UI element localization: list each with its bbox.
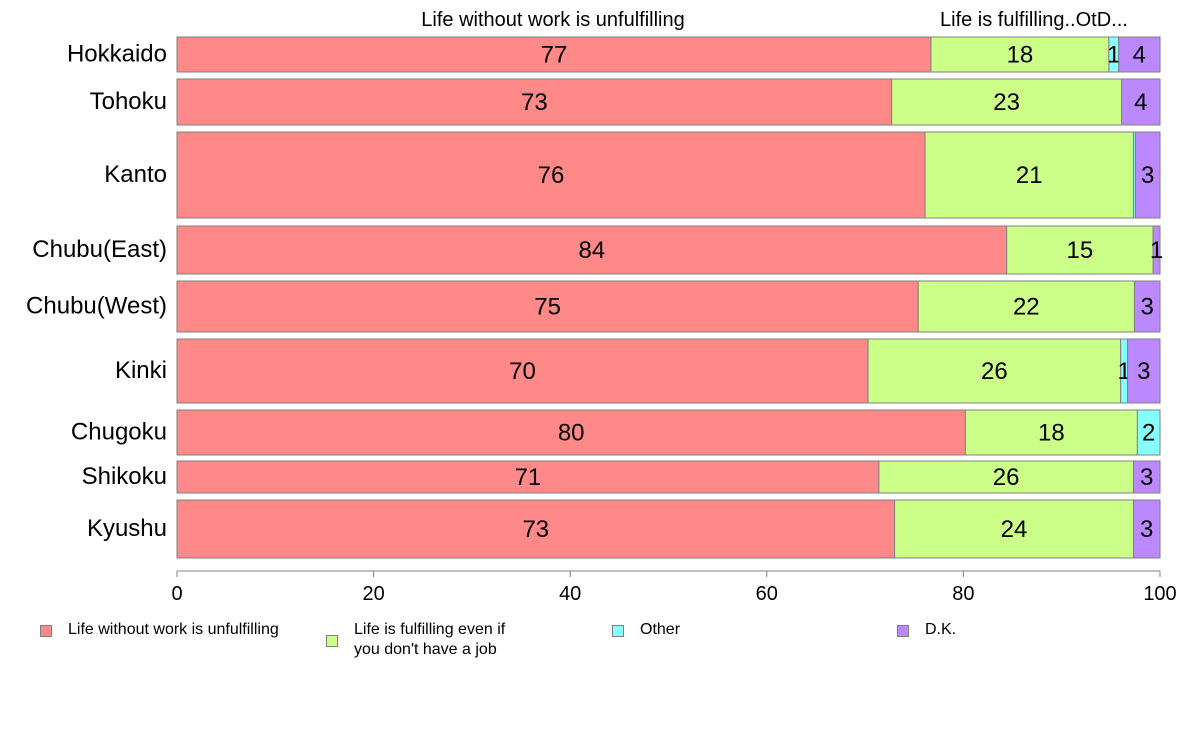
legend-label-fulfilling: Life is fulfilling even if you don't hav… <box>354 621 506 658</box>
data-label: 4 <box>1133 42 1146 69</box>
data-label: 84 <box>578 237 605 264</box>
data-label: 80 <box>558 420 585 447</box>
legend-label-other: Other <box>640 621 681 638</box>
legend-item-other: Other <box>612 620 680 640</box>
data-label: 1 <box>1107 42 1120 69</box>
data-label: 3 <box>1140 516 1153 543</box>
bar-row-kanto: Kanto 76 21 3 <box>104 131 1161 219</box>
data-label: 75 <box>534 294 561 321</box>
x-tick-label: 40 <box>559 583 581 605</box>
category-label: Kinki <box>115 357 167 384</box>
x-tick-label: 100 <box>1143 583 1176 605</box>
legend-item-dk: D.K. <box>897 620 956 640</box>
bar-row-kinki: Kinki 70 26 1 3 <box>115 338 1161 404</box>
legend-item-fulfilling: Life is fulfilling even if you don't hav… <box>326 620 505 660</box>
bar-segment-life-without-work-is-unfulfilling <box>176 338 869 404</box>
bar-segment-life-without-work-is-unfulfilling <box>176 225 1008 275</box>
x-tick-label: 60 <box>756 583 778 605</box>
stacked-bar-chart: Life without work is unfulfilling Life is… <box>26 9 1177 605</box>
bar-segment-life-is-fulfilling-even-if-you-don-t-have-a-job <box>917 280 1135 333</box>
data-label: 24 <box>1001 516 1028 543</box>
category-label: Kyushu <box>87 515 167 542</box>
bar-row-tohoku: Tohoku 73 23 4 <box>90 78 1161 126</box>
bar-segment-d-k <box>1132 499 1161 559</box>
bar-segment-d-k <box>1133 280 1161 333</box>
category-label: Chubu(East) <box>32 236 167 263</box>
data-label: 2 <box>1142 420 1155 447</box>
category-label: Kanto <box>104 161 167 188</box>
bar-segment-life-without-work-is-unfulfilling <box>176 36 932 73</box>
bar-segment-d-k <box>1118 36 1161 73</box>
category-label: Hokkaido <box>67 41 167 68</box>
bar-segment-d-k <box>1152 225 1161 275</box>
legend-label-unfulfilling: Life without work is unfulfilling <box>68 621 279 638</box>
x-tick-label: 80 <box>952 583 974 605</box>
legend-swatch-unfulfilling <box>40 625 52 637</box>
bar-segment-life-is-fulfilling-even-if-you-don-t-have-a-job <box>964 409 1138 456</box>
bar-segment-d-k <box>1134 131 1161 219</box>
bar-segment-life-without-work-is-unfulfilling <box>176 460 880 494</box>
data-label: 3 <box>1140 464 1153 491</box>
data-label: 26 <box>981 358 1008 385</box>
category-label: Tohoku <box>90 88 167 115</box>
data-label: 71 <box>515 464 542 491</box>
top-label-series-1: Life without work is unfulfilling <box>421 9 684 31</box>
bar-segment-d-k <box>1127 338 1161 404</box>
legend-label-dk: D.K. <box>925 621 957 638</box>
data-label: 77 <box>541 42 568 69</box>
x-tick-label: 0 <box>171 583 182 605</box>
legend-swatch-other <box>612 625 624 637</box>
category-label: Chugoku <box>71 419 167 446</box>
bar-segment-life-without-work-is-unfulfilling <box>176 131 926 219</box>
data-label: 22 <box>1013 294 1040 321</box>
bar-segment-d-k <box>1121 78 1161 126</box>
bar-segment-life-without-work-is-unfulfilling <box>176 280 919 333</box>
data-label: 3 <box>1141 162 1154 189</box>
data-label: 15 <box>1067 237 1094 264</box>
data-label: 76 <box>538 162 565 189</box>
data-label: 23 <box>993 89 1020 116</box>
category-label: Chubu(West) <box>26 293 167 320</box>
data-label: 3 <box>1141 294 1154 321</box>
x-tick-label: 20 <box>362 583 384 605</box>
bar-segment-d-k <box>1132 460 1161 494</box>
bar-row-shikoku: Shikoku 71 26 3 <box>82 460 1161 494</box>
data-label: 26 <box>993 464 1020 491</box>
data-label: 73 <box>522 516 549 543</box>
data-label: 18 <box>1007 42 1034 69</box>
category-label: Shikoku <box>82 463 167 490</box>
legend-item-unfulfilling: Life without work is unfulfilling <box>40 620 279 640</box>
bar-segment-life-is-fulfilling-even-if-you-don-t-have-a-job <box>1006 225 1154 275</box>
data-label: 3 <box>1137 358 1150 385</box>
bar-row-hokkaido: Hokkaido 77 18 1 4 <box>67 36 1161 73</box>
data-label: 4 <box>1134 89 1147 116</box>
bar-row-kyushu: Kyushu 73 24 3 <box>87 499 1161 559</box>
legend: Life without work is unfulfilling Life i… <box>0 620 1188 680</box>
bar-segment-life-is-fulfilling-even-if-you-don-t-have-a-job <box>894 499 1134 559</box>
bar-row-chubu-west: Chubu(West) 75 22 3 <box>26 280 1161 333</box>
bar-row-chubu-east: Chubu(East) 84 15 1 <box>32 225 1163 275</box>
top-label-series-2-4: Life is fulfilling..OtD... <box>940 9 1128 31</box>
bar-segment-life-is-fulfilling-even-if-you-don-t-have-a-job <box>867 338 1122 404</box>
bar-segment-life-without-work-is-unfulfilling <box>176 78 893 126</box>
bar-segment-life-is-fulfilling-even-if-you-don-t-have-a-job <box>924 131 1134 219</box>
bar-row-chugoku: Chugoku 80 18 2 <box>71 409 1161 456</box>
bar-segment-life-is-fulfilling-even-if-you-don-t-have-a-job <box>891 78 1123 126</box>
bar-segment-other <box>1136 409 1161 456</box>
data-label: 21 <box>1016 162 1043 189</box>
data-label: 70 <box>509 358 536 385</box>
data-label: 73 <box>521 89 548 116</box>
legend-swatch-dk <box>897 625 909 637</box>
bar-segment-life-is-fulfilling-even-if-you-don-t-have-a-job <box>930 36 1110 73</box>
data-label: 18 <box>1038 420 1065 447</box>
bar-segment-life-without-work-is-unfulfilling <box>176 409 966 456</box>
legend-swatch-fulfilling <box>326 635 338 647</box>
data-label: 1 <box>1150 237 1163 264</box>
